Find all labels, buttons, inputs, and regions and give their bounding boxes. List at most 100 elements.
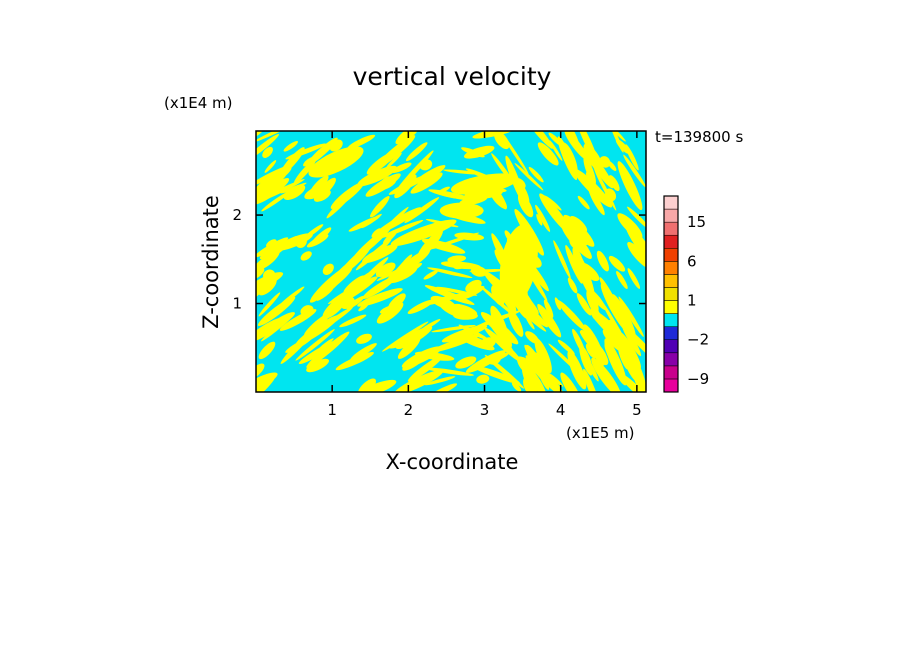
field-streak [268,312,295,330]
field-streak [455,356,477,369]
field-streak [523,377,536,392]
field-streak [311,267,353,301]
field-streak [573,246,583,264]
field-feature [499,224,538,304]
field-streak [338,244,372,277]
field-streak [604,342,619,367]
field-streak [586,289,599,314]
field-streak [556,299,587,331]
colorbar-band [663,326,679,340]
field-streak [410,172,443,194]
colorbar-band [663,352,679,367]
colorbar-band [663,300,679,314]
field-streak [567,277,578,294]
field-streak [490,190,507,209]
field-streak [256,236,297,270]
field-streak [388,174,430,195]
field-streak [585,343,597,359]
field-streak [307,137,338,166]
field-streak [306,234,329,248]
field-streak [549,140,563,161]
x-tick-label: 3 [480,401,490,419]
field-feature [308,146,364,178]
field-feature [439,202,484,219]
field-feature [390,219,457,246]
field-streak [583,368,601,392]
field-streak [258,277,277,296]
field-streak [318,338,334,350]
field-streak [465,279,482,293]
field-streak [441,324,488,343]
field-streak [494,131,510,150]
field-streak [350,343,377,361]
field-streak [357,288,403,307]
field-streak [335,352,374,371]
colorbar-tick-label: 15 [687,213,706,231]
y-axis-label: Z-coordinate [199,195,223,329]
field-streak [431,324,476,333]
field-streak [419,159,433,171]
field-streak [256,178,290,205]
x-tick-label: 4 [556,401,566,419]
field-streak [561,223,592,259]
field-streak [389,328,428,349]
field-streak [375,262,396,278]
field-streak [256,134,280,161]
field-streak [491,284,505,306]
field-streak [379,206,409,235]
field-streak [577,195,590,210]
field-streak [479,337,496,349]
field-streak [593,167,617,211]
field-streak [543,299,554,318]
field-streak [429,383,458,392]
field-streak [623,154,646,188]
field-streak [553,240,571,279]
x-axis: 1 2 3 4 5 [327,131,642,419]
colorbar-band [663,313,679,327]
colorbar-band [663,274,679,288]
field-streak [618,296,644,337]
field-streak [285,336,313,353]
field-streak [528,166,544,183]
colorbar: 15 6 1 −2 −9 [663,195,709,393]
field-streak [447,255,467,263]
field-streak [266,239,277,248]
field-streak [476,374,490,384]
colorbar-tick-label: 1 [687,292,697,310]
field-streak [573,168,613,208]
field-streak [564,131,588,160]
field-streak [332,276,378,307]
y-tick-label: 1 [232,295,242,313]
field-streak [423,270,438,280]
field-streak [609,131,624,153]
field-streak [295,329,335,361]
field-feature [450,173,519,195]
field-streak [567,350,587,390]
field-streak [459,285,485,300]
x-tick-label: 5 [632,401,642,419]
field-streak [342,270,377,296]
field-streak [484,327,522,363]
field-streak [453,262,467,270]
field-streak [388,293,406,311]
field-streak [264,160,277,173]
field-streak [627,206,646,231]
chart-title: vertical velocity [353,62,552,91]
field-streak [524,344,532,357]
field-streak [256,237,289,258]
colorbar-frame [663,195,679,393]
field-streak [472,365,520,384]
field-streak [454,232,485,241]
plot-frame [255,130,647,393]
field-streak [293,158,317,184]
field-streak [358,379,397,392]
x-unit-label: (x1E5 m) [566,424,635,442]
field-streak [386,265,418,284]
field-streak [565,245,583,284]
field-streak [371,228,382,238]
field-streak [330,182,364,209]
field-streak [362,244,398,264]
field-streak [617,213,643,239]
field-streak [620,323,646,363]
